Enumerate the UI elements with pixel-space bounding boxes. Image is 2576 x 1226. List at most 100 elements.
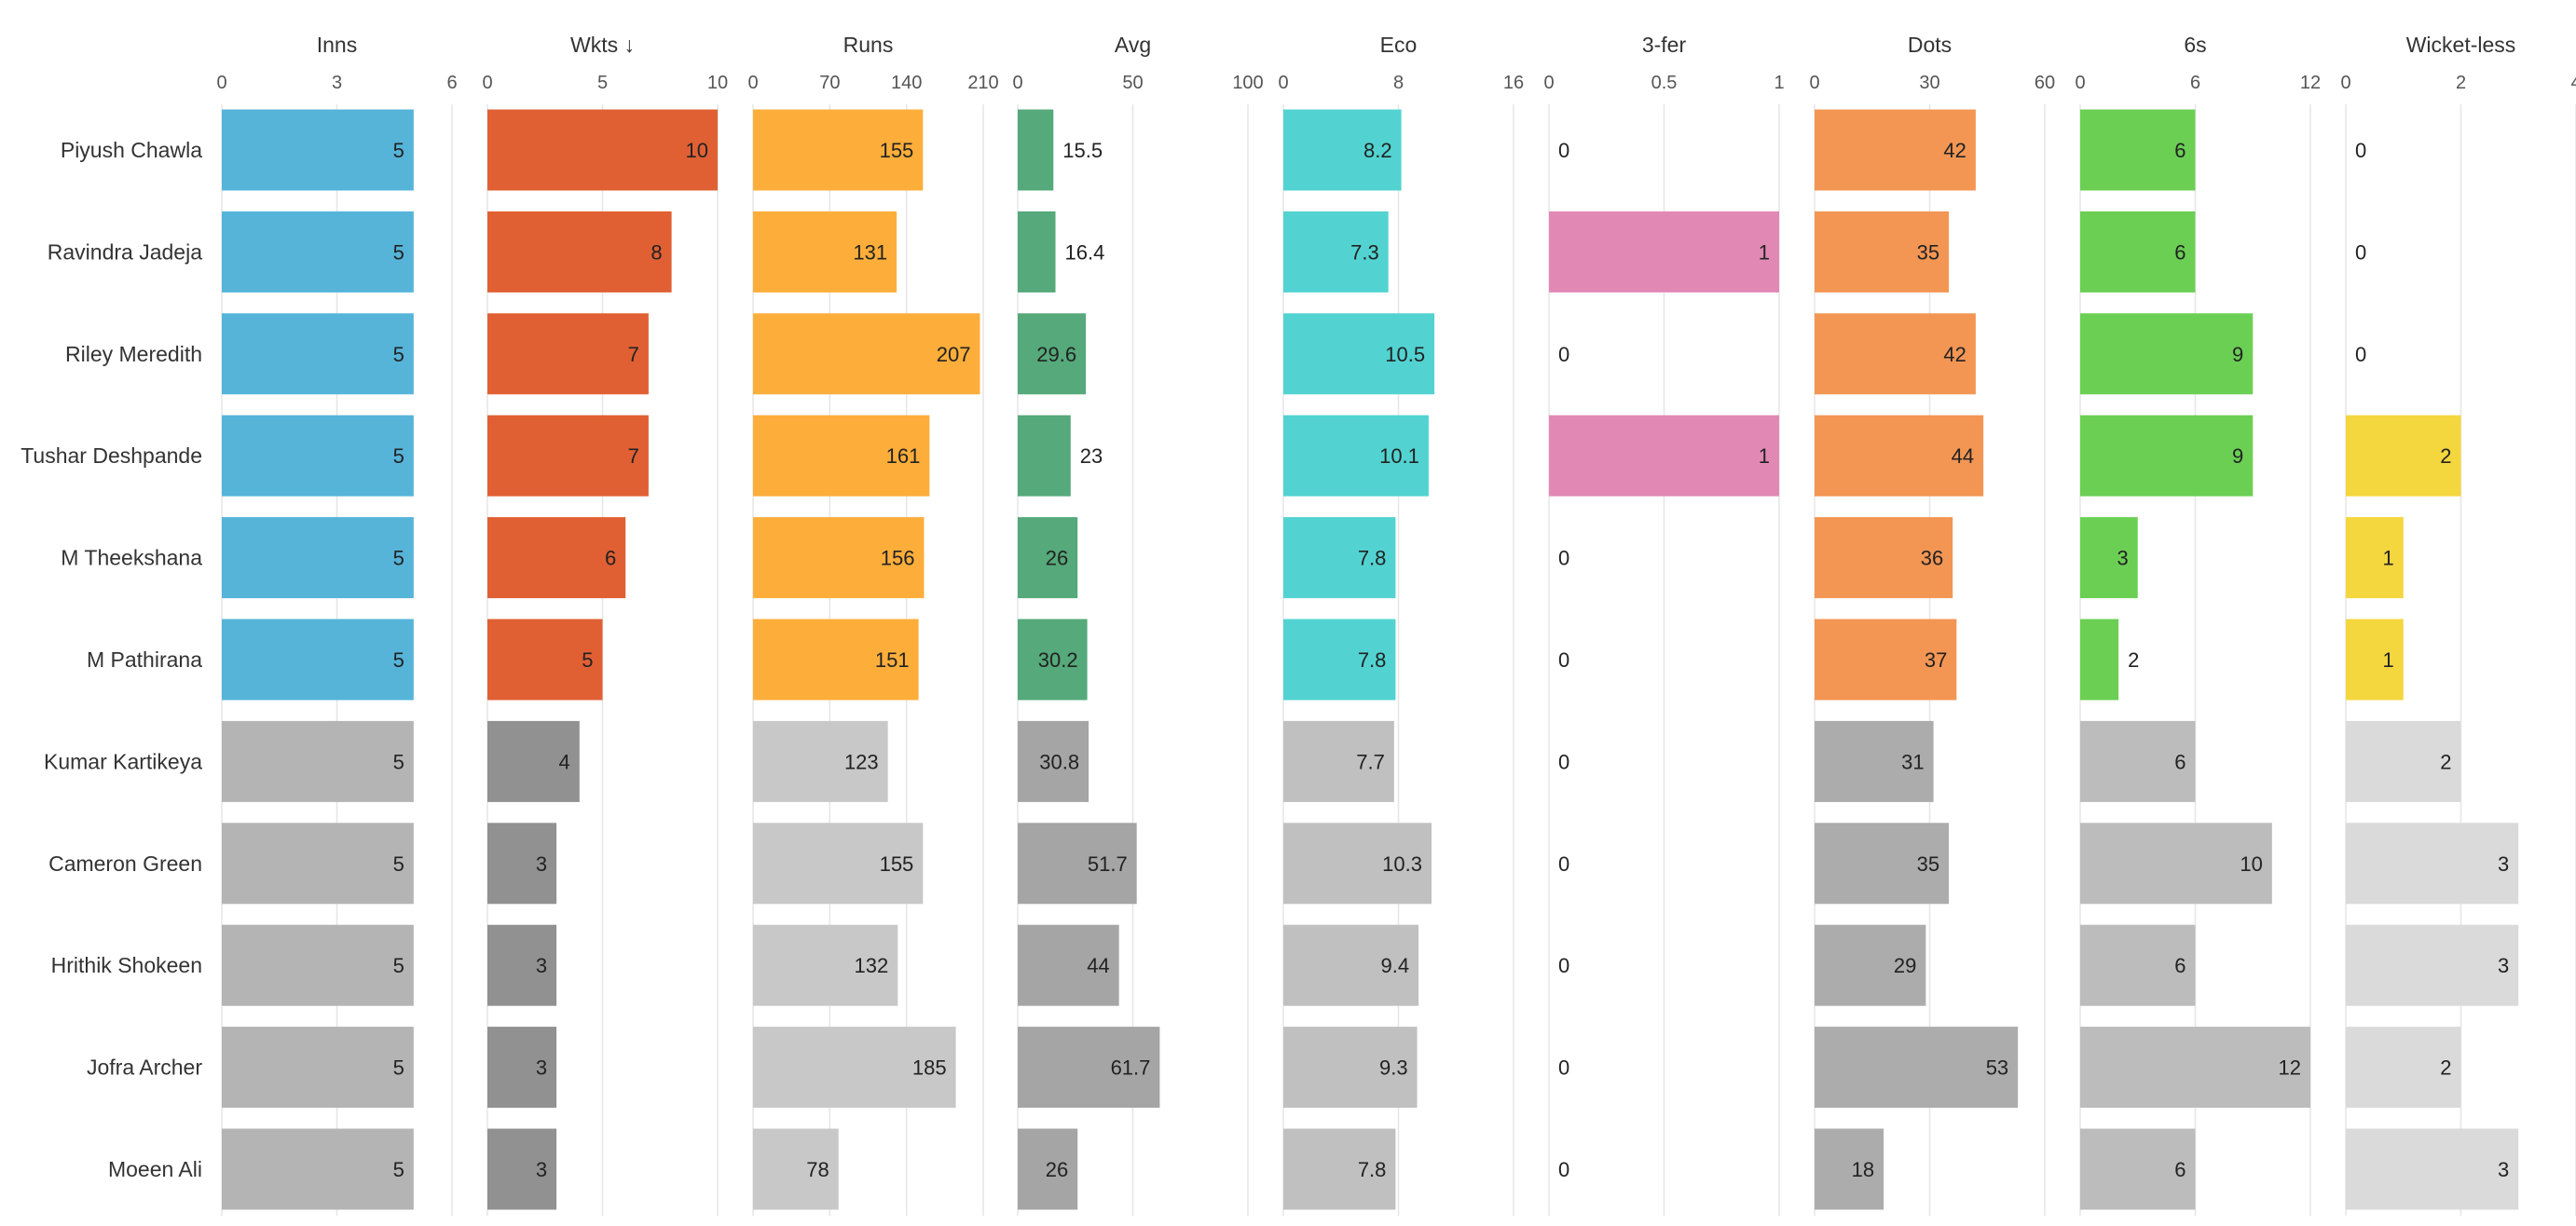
bar-value-label: 1 [2383, 547, 2394, 570]
bar [487, 211, 672, 293]
bar-value-label: 2 [2440, 444, 2451, 468]
bar [487, 823, 557, 905]
bar-value-label: 0 [2355, 343, 2366, 366]
bar-value-label: 7.8 [1358, 547, 1387, 570]
bar-value-label: 151 [875, 648, 910, 672]
bar-value-label: 26 [1046, 1158, 1068, 1181]
bar [1018, 720, 1089, 802]
bar-value-label: 36 [1921, 547, 1943, 570]
tick-label: 100 [1232, 73, 1263, 93]
panel-title: Dots [1908, 33, 1952, 57]
bar-value-label: 16.4 [1065, 240, 1105, 264]
bar-value-label: 5 [393, 750, 404, 773]
bar [1018, 1027, 1160, 1109]
bar-value-label: 0 [1558, 750, 1569, 773]
tick-label: 0 [747, 73, 758, 93]
bar [2080, 109, 2196, 191]
bar-value-label: 5 [393, 343, 404, 366]
panel-title: 6s [2184, 33, 2206, 57]
bar [1018, 415, 1071, 497]
bar-value-label: 1 [2383, 648, 2394, 672]
bar [487, 720, 580, 802]
bar-value-label: 29.6 [1036, 343, 1076, 366]
bar-value-label: 3 [2117, 547, 2129, 570]
bar [487, 517, 626, 599]
bar-value-label: 7.7 [1356, 750, 1385, 773]
bar [222, 313, 414, 395]
bar [2080, 1027, 2310, 1109]
bar-value-label: 18 [1852, 1158, 1874, 1181]
bar [1018, 211, 1056, 293]
bar [1815, 1027, 2019, 1109]
bar-value-label: 12 [2279, 1056, 2301, 1080]
bar-value-label: 7 [628, 444, 639, 468]
bar-value-label: 5 [393, 954, 404, 977]
tick-label: 0 [1012, 73, 1022, 93]
tick-label: 10 [707, 73, 728, 93]
bar [1815, 924, 1926, 1006]
panel-title: Wkts ↓ [570, 33, 635, 57]
bar-value-label: 0 [1558, 1056, 1569, 1080]
bar-value-label: 35 [1917, 240, 1939, 264]
bar-value-label: 3 [2498, 1158, 2509, 1181]
bar-value-label: 3 [536, 1056, 547, 1080]
bar-value-label: 44 [1952, 444, 1974, 468]
bar-value-label: 51.7 [1088, 852, 1128, 876]
panel-title: Avg [1115, 33, 1151, 57]
bar [222, 211, 414, 293]
bar-value-label: 35 [1917, 852, 1939, 876]
tick-label: 70 [819, 73, 840, 93]
bar-value-label: 2 [2440, 1056, 2451, 1080]
bar [1283, 823, 1432, 905]
bar-value-label: 4 [559, 750, 570, 773]
bar-value-label: 31 [1901, 750, 1924, 773]
bar-value-label: 156 [881, 547, 915, 570]
bar-value-label: 0 [1558, 343, 1569, 366]
bar-value-label: 7.3 [1350, 240, 1379, 264]
bar [2080, 313, 2254, 395]
bar [2080, 823, 2272, 905]
bar [2346, 720, 2461, 802]
bar-value-label: 37 [1925, 648, 1947, 672]
bar-value-label: 42 [1943, 139, 1966, 162]
tick-label: 5 [597, 73, 608, 93]
bar [1018, 619, 1088, 701]
bar-value-label: 132 [855, 954, 889, 977]
bar [1283, 313, 1435, 395]
bar-value-label: 0 [2355, 139, 2366, 162]
bar-value-label: 6 [605, 547, 616, 570]
bar [753, 823, 924, 905]
bar-value-label: 6 [2174, 139, 2185, 162]
bar [1018, 109, 1054, 191]
tick-label: 3 [332, 73, 342, 93]
bar-value-label: 0 [1558, 954, 1569, 977]
bar [753, 109, 924, 191]
category-label: Jofra Archer [87, 1056, 202, 1080]
bar-value-label: 10 [686, 139, 708, 162]
tick-label: 6 [446, 73, 457, 93]
bar [2080, 1128, 2196, 1210]
bar-value-label: 9.3 [1379, 1056, 1408, 1080]
bar-value-label: 0 [1558, 648, 1569, 672]
bar-value-label: 5 [393, 444, 404, 468]
bar [487, 1128, 557, 1210]
bar-value-label: 7.8 [1358, 1158, 1387, 1181]
bar [1815, 517, 1953, 599]
bar-value-label: 29 [1894, 954, 1916, 977]
bar [222, 619, 414, 701]
bar-value-label: 5 [393, 139, 404, 162]
bar [753, 924, 898, 1006]
bar [1815, 1128, 1884, 1210]
bar [487, 313, 649, 395]
bar [753, 1128, 839, 1210]
bar-value-label: 3 [536, 954, 547, 977]
bar [753, 313, 980, 395]
panel-title: Inns [317, 33, 357, 57]
panel-title: Eco [1380, 33, 1418, 57]
bar-value-label: 185 [912, 1056, 947, 1080]
bar-value-label: 0 [1558, 547, 1569, 570]
bar-value-label: 6 [2174, 1158, 2185, 1181]
bar-value-label: 5 [393, 547, 404, 570]
bar-value-label: 123 [844, 750, 879, 773]
